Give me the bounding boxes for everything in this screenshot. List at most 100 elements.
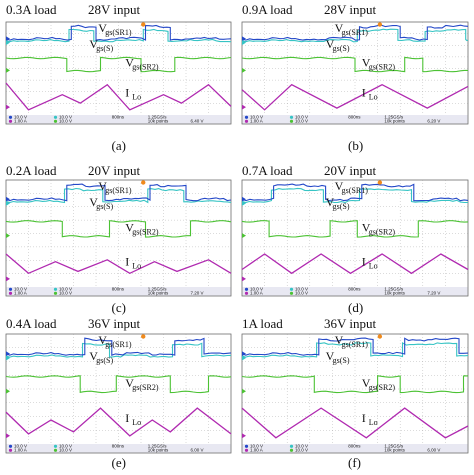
channel-marker <box>6 433 10 439</box>
trace-vgs-sr1 <box>241 183 469 202</box>
label-vgs-sr2-sub: gs(SR2) <box>369 227 396 236</box>
channel-marker <box>242 355 246 361</box>
label-vgs-sr2-sub: gs(SR2) <box>369 63 396 72</box>
channel-marker <box>242 276 246 282</box>
channel-scale: 10.0 V <box>295 119 308 124</box>
label-vgs-sr2-main: V <box>362 56 371 70</box>
trace-ilo <box>241 83 469 111</box>
label-ilo: I Lo <box>125 411 141 427</box>
label-vgs-sr2: Vgs(SR2) <box>362 220 396 236</box>
label-vgs-s: Vgs(S) <box>89 195 113 211</box>
trace-ilo <box>5 82 232 111</box>
trace-vgs-sr1 <box>241 337 469 356</box>
label-vgs-sr2: Vgs(SR2) <box>125 220 159 236</box>
channel-dot <box>289 444 294 448</box>
channel-marker <box>242 351 246 357</box>
trace-vgs-sr1 <box>241 24 469 41</box>
trigger-marker <box>141 22 146 27</box>
label-vgs-sr2-sub: gs(SR2) <box>132 383 159 392</box>
channel-dot <box>53 291 58 295</box>
trace-vgs-s <box>241 187 468 204</box>
record-length: 10k points <box>384 448 405 453</box>
label-vgs-s-main: V <box>326 195 335 209</box>
trace-ilo <box>241 407 469 439</box>
label-vgs-sr2-sub: gs(SR2) <box>369 383 396 392</box>
channel-marker <box>6 276 10 282</box>
panel-load-label: 0.4A load <box>6 316 57 331</box>
panel-input-label: 20V input <box>324 163 377 178</box>
label-vgs-sr2-main: V <box>125 220 134 234</box>
label-vgs-sr1-sub: gs(SR1) <box>105 340 132 349</box>
label-vgs-s-main: V <box>326 349 335 363</box>
channel-scale: 10.0 V <box>59 448 72 453</box>
label-vgs-sr2: Vgs(SR2) <box>125 56 159 72</box>
channel-dot <box>8 119 13 123</box>
channel-scale: 10.0 V <box>59 287 72 292</box>
panel-input-label: 28V input <box>324 2 377 17</box>
panel-input-label: 28V input <box>88 2 141 17</box>
channel-dot <box>289 291 294 295</box>
trace-ilo <box>241 253 469 275</box>
channel-dot <box>289 287 294 291</box>
time-scale: 800ns <box>348 115 361 120</box>
label-ilo-sub: Lo <box>369 262 378 271</box>
label-vgs-sr2-main: V <box>125 376 134 390</box>
channel-marker <box>6 36 10 42</box>
label-vgs-sr1-main: V <box>98 21 107 35</box>
trace-vgs-sr1 <box>5 183 232 202</box>
label-ilo: I Lo <box>362 85 378 101</box>
status-bar-bg <box>6 115 231 124</box>
channel-marker <box>6 388 10 394</box>
label-vgs-sr2-sub: gs(SR2) <box>132 63 159 72</box>
channel-dot <box>244 444 249 448</box>
channel-scale: 10.0 V <box>295 115 308 120</box>
trace-vgs-sr2 <box>241 56 468 73</box>
label-vgs-s-sub: gs(S) <box>333 202 350 211</box>
label-vgs-sr1-main: V <box>335 333 344 347</box>
panel-caption: (c) <box>112 300 126 315</box>
sample-rate: 1.25GS/s <box>384 287 404 292</box>
status-bar-bg <box>242 287 468 296</box>
channel-marker <box>6 67 10 73</box>
label-ilo-main: I <box>125 411 129 425</box>
label-vgs-s-sub: gs(S) <box>96 202 113 211</box>
panel-input-label: 36V input <box>88 316 141 331</box>
channel-scale: 1.00 A <box>250 448 263 453</box>
channel-dot <box>244 115 249 119</box>
channel-marker <box>6 196 10 202</box>
label-ilo-main: I <box>362 255 366 269</box>
channel-scale: 10.0 V <box>14 287 27 292</box>
label-vgs-sr2: Vgs(SR2) <box>362 56 396 72</box>
channel-marker <box>242 200 246 206</box>
channel-scale: 10.0 V <box>250 287 263 292</box>
trigger-level: 7.20 V <box>427 291 440 296</box>
label-ilo-sub: Lo <box>132 92 141 101</box>
channel-scale: 10.0 V <box>250 444 263 449</box>
channel-dot <box>53 448 58 452</box>
panel-caption: (a) <box>112 138 126 153</box>
channel-dot <box>289 119 294 123</box>
panel-load-label: 0.3A load <box>6 2 57 17</box>
channel-scale: 1.00 A <box>14 448 27 453</box>
label-vgs-sr2: Vgs(SR2) <box>125 376 159 392</box>
channel-dot <box>53 115 58 119</box>
label-vgs-sr2-sub: gs(SR2) <box>132 227 159 236</box>
trace-vgs-s <box>241 28 469 43</box>
channel-dot <box>8 287 13 291</box>
channel-scale: 1.00 A <box>250 119 263 124</box>
channel-marker <box>242 233 246 239</box>
label-vgs-sr1-main: V <box>98 179 107 193</box>
panel-caption: (b) <box>348 138 363 153</box>
sample-rate: 1.25GS/s <box>384 444 404 449</box>
trigger-level: 6.20 V <box>427 119 440 124</box>
channel-dot <box>244 448 249 452</box>
label-vgs-s-sub: gs(S) <box>333 356 350 365</box>
channel-scale: 10.0 V <box>59 291 72 296</box>
